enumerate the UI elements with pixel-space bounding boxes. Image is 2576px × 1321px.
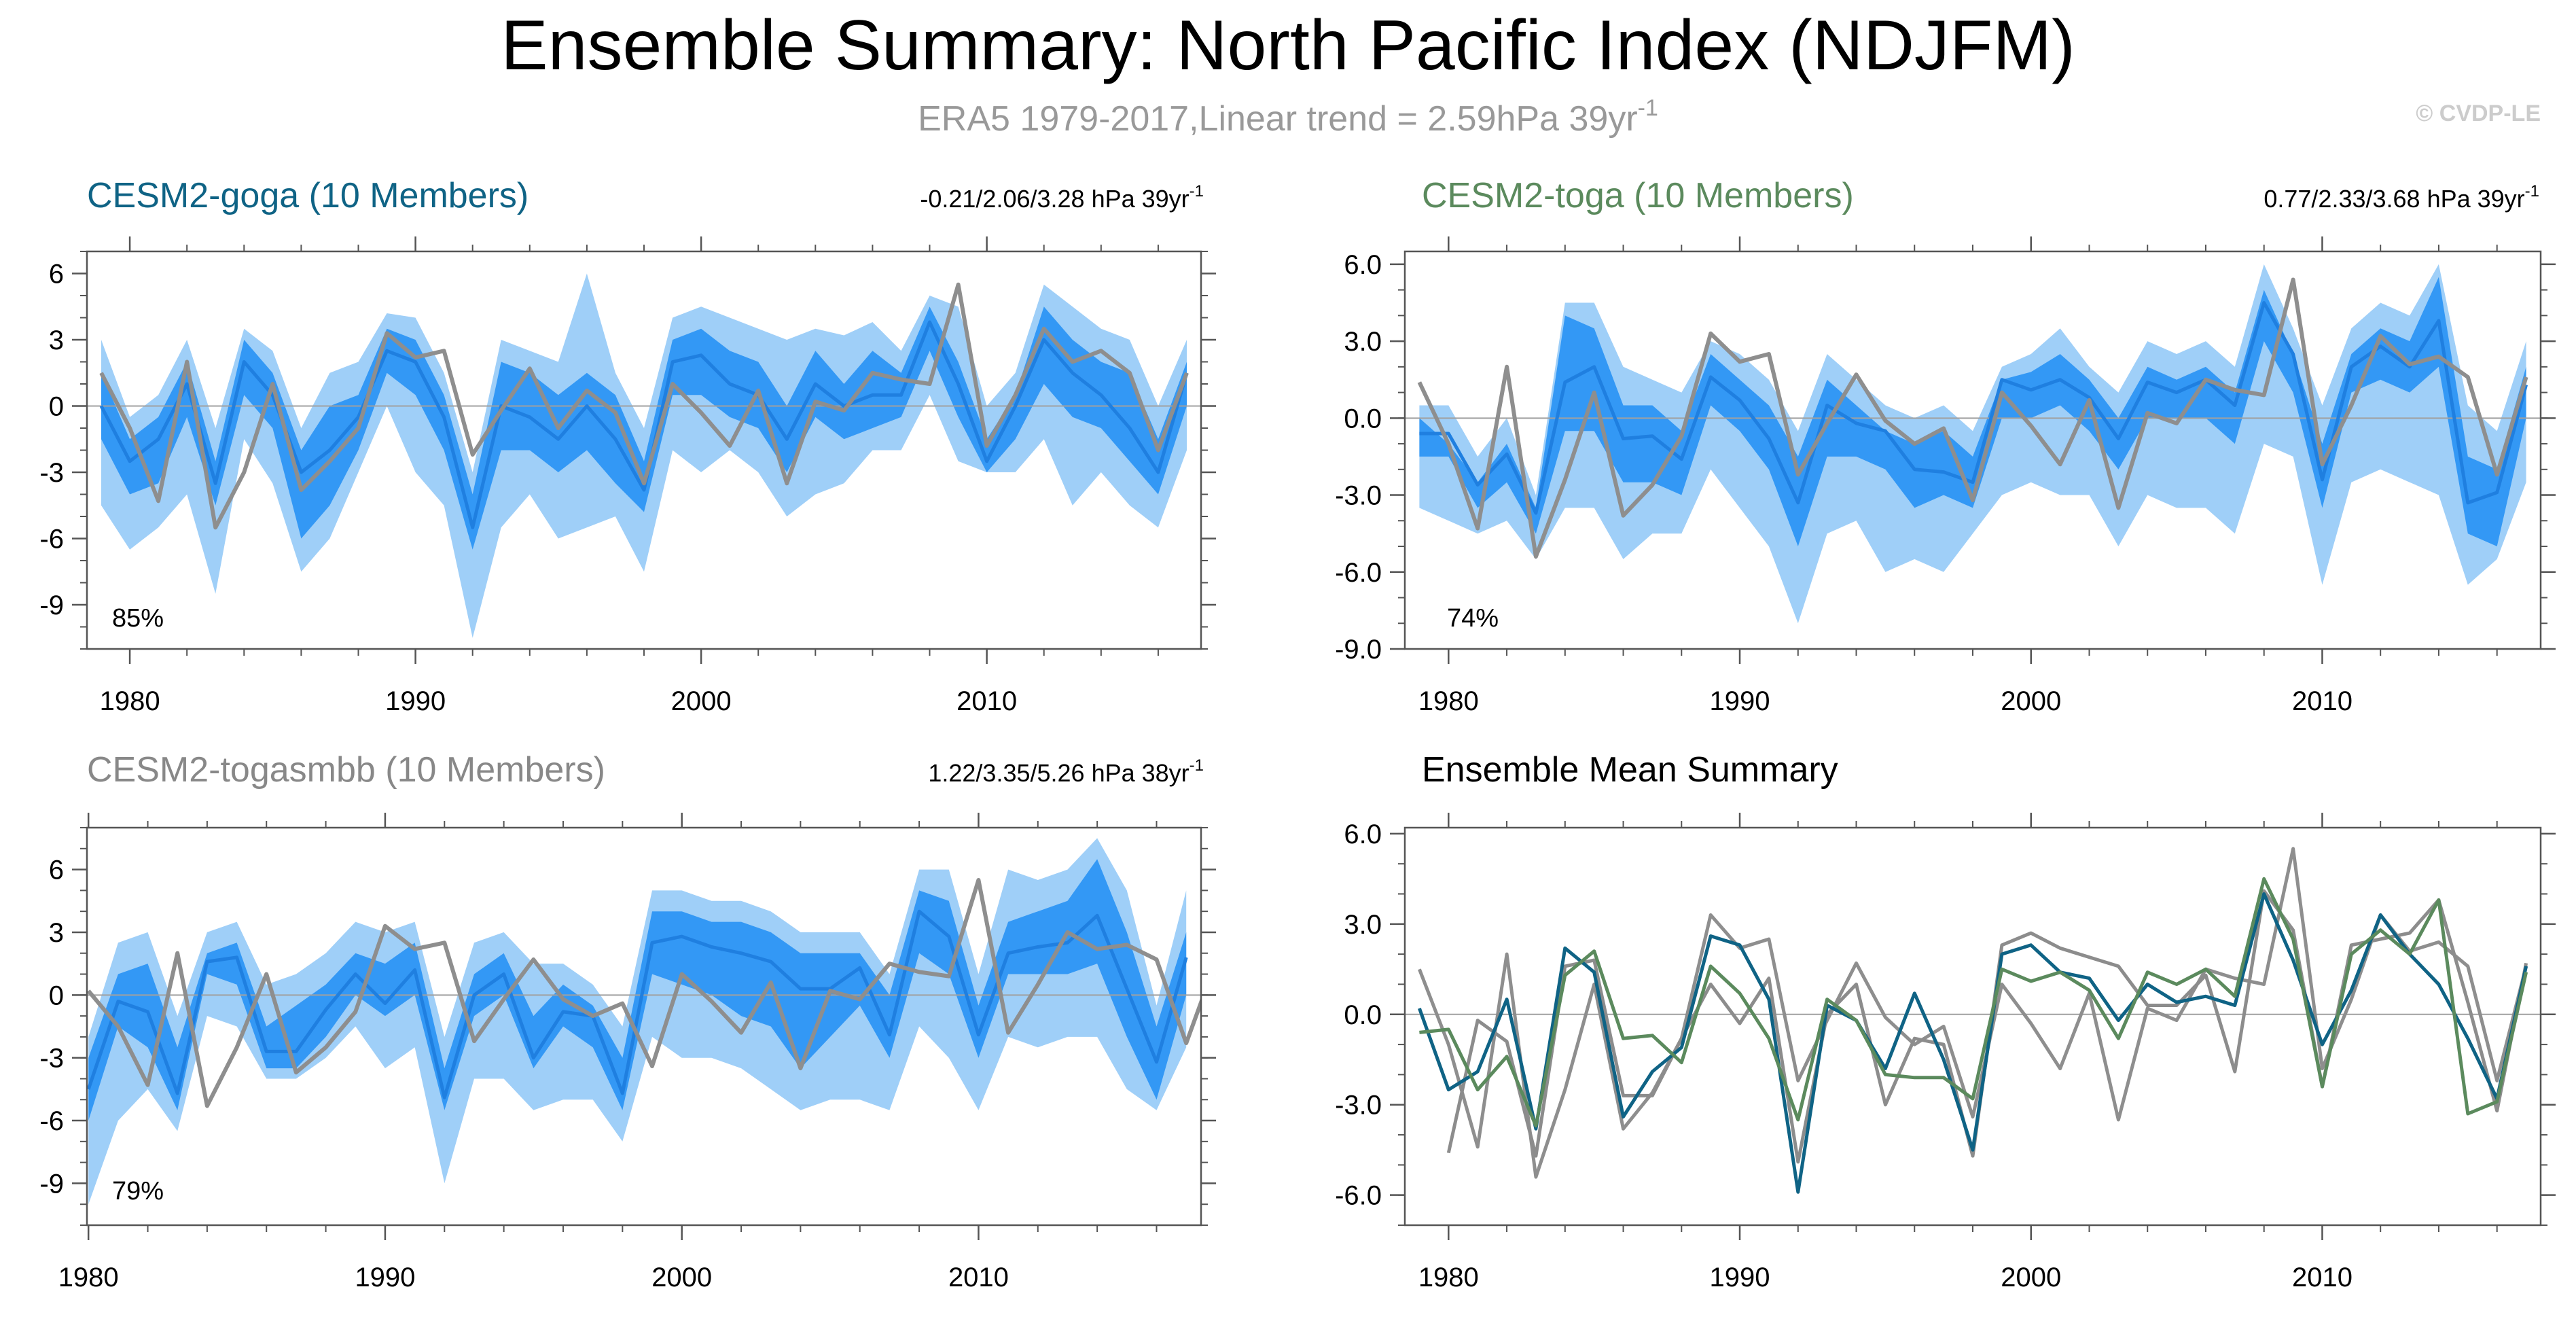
y-tick-label: 3.0 — [1344, 910, 1382, 940]
y-tick-label: 6 — [49, 856, 64, 885]
y-tick-label: 0 — [49, 981, 64, 1010]
series-line-cesm2-toga — [1419, 877, 2528, 1128]
y-tick-label: 0 — [49, 392, 64, 422]
plot-area-mean-summary — [1405, 847, 2541, 1194]
y-tick-label: -6 — [39, 1106, 64, 1136]
plot-frame — [86, 826, 1202, 1227]
ensemble-mean-line — [1419, 301, 2528, 515]
percent-rank-label: 79% — [112, 1177, 164, 1205]
panel-toga: CESM2-toga (10 Members) 0.77/2.33/3.68 hP… — [1335, 176, 2556, 716]
x-tick-label: 2000 — [651, 1263, 712, 1292]
observed-era5-line — [87, 878, 1201, 1108]
panel-title: CESM2-goga (10 Members) — [87, 176, 529, 215]
panel-goga: CESM2-goga (10 Members) -0.21/2.06/3.28 h… — [39, 176, 1216, 716]
observed-era5-line — [1417, 277, 2528, 559]
y-tick-label: -3.0 — [1335, 481, 1382, 511]
ensemble-mean-line — [87, 909, 1188, 1099]
band-25-75 — [88, 859, 1187, 1121]
percent-rank-label: 85% — [112, 604, 164, 633]
panel-stats-text: 0.77/2.33/3.68 hPa 39yr — [2264, 185, 2524, 213]
y-tick-label: 6 — [49, 260, 64, 289]
x-tick-label: 1980 — [1418, 1263, 1479, 1292]
panel-stats-superscript: -1 — [1189, 756, 1204, 775]
y-tick-label: -6 — [39, 525, 64, 554]
x-tick-label: 1990 — [1710, 686, 1770, 716]
y-tick-label: -6.0 — [1335, 1181, 1382, 1211]
series-line-cesm2-goga — [1418, 892, 2528, 1194]
x-tick-label: 1980 — [100, 686, 160, 716]
panel-mean-summary: Ensemble Mean Summary 6.0 3.0 0.0 -3.0 -6.0 19… — [1335, 750, 2556, 1292]
y-tick-label: 3 — [49, 918, 64, 948]
observed-era5-line — [99, 282, 1189, 530]
panel-stats: -0.21/2.06/3.28 hPa 39yr-1 — [920, 182, 1204, 213]
watermark-label: © CVDP-LE — [2416, 101, 2541, 126]
y-tick-label: 6.0 — [1344, 250, 1382, 280]
y-tick-label: -9.0 — [1335, 635, 1382, 665]
x-tick-label: 1990 — [355, 1263, 415, 1292]
x-tick-label: 2000 — [671, 686, 732, 716]
percent-rank-label: 74% — [1447, 604, 1499, 633]
plot-area-goga — [87, 273, 1201, 638]
x-tick-label: 1980 — [1418, 686, 1479, 716]
x-tick-label: 2010 — [948, 1263, 1009, 1292]
panel-stats: 1.22/3.35/5.26 hPa 38yr-1 — [928, 756, 1204, 787]
figure-title: Ensemble Summary: North Pacific Index (N… — [501, 6, 2075, 85]
plot-area-toga — [1405, 264, 2541, 624]
panels-container: CESM2-goga (10 Members) -0.21/2.06/3.28 h… — [39, 176, 2556, 1292]
y-tick-label: -9 — [39, 1169, 64, 1199]
panel-stats-superscript: -1 — [1189, 182, 1204, 200]
series-line-era5 — [1418, 847, 2528, 1179]
figure-subtitle: ERA5 1979-2017,Linear trend = 2.59hPa 39… — [918, 95, 1658, 139]
y-tick-label: 6.0 — [1344, 820, 1382, 849]
y-tick-label: 3 — [49, 325, 64, 355]
figure-subtitle-superscript: -1 — [1638, 95, 1658, 121]
y-tick-label: 3.0 — [1344, 327, 1382, 357]
x-tick-label: 2000 — [2001, 686, 2061, 716]
plot-area-togasmbb — [87, 838, 1201, 1205]
panel-title: CESM2-toga (10 Members) — [1422, 176, 1854, 215]
y-tick-label: -9 — [39, 591, 64, 620]
x-tick-label: 2010 — [2292, 1263, 2353, 1292]
y-tick-label: -3 — [39, 458, 64, 488]
x-tick-label: 1980 — [58, 1263, 119, 1292]
band-25-75 — [1419, 277, 2526, 546]
y-tick-label: 0.0 — [1344, 1000, 1382, 1030]
x-tick-label: 1990 — [1710, 1263, 1770, 1292]
y-tick-label: 0.0 — [1344, 404, 1382, 434]
figure-subtitle-text: ERA5 1979-2017,Linear trend = 2.59hPa 39… — [918, 99, 1638, 139]
x-tick-label: 2000 — [2001, 1263, 2061, 1292]
band-25-75 — [101, 306, 1187, 550]
y-tick-label: -6.0 — [1335, 558, 1382, 588]
y-tick-label: -3 — [39, 1044, 64, 1074]
panel-stats-text: 1.22/3.35/5.26 hPa 38yr — [928, 759, 1189, 787]
panel-stats-text: -0.21/2.06/3.28 hPa 39yr — [920, 185, 1189, 213]
panel-title: CESM2-togasmbb (10 Members) — [87, 750, 605, 790]
panel-stats: 0.77/2.33/3.68 hPa 39yr-1 — [2264, 182, 2539, 213]
panel-title: Ensemble Mean Summary — [1422, 750, 1838, 790]
panel-stats-superscript: -1 — [2525, 182, 2539, 200]
y-tick-label: -3.0 — [1335, 1091, 1382, 1121]
x-tick-label: 2010 — [956, 686, 1017, 716]
panel-togasmbb: CESM2-togasmbb (10 Members) 1.22/3.35/5.2… — [39, 750, 1216, 1292]
x-tick-label: 1990 — [385, 686, 446, 716]
x-tick-label: 2010 — [2292, 686, 2353, 716]
